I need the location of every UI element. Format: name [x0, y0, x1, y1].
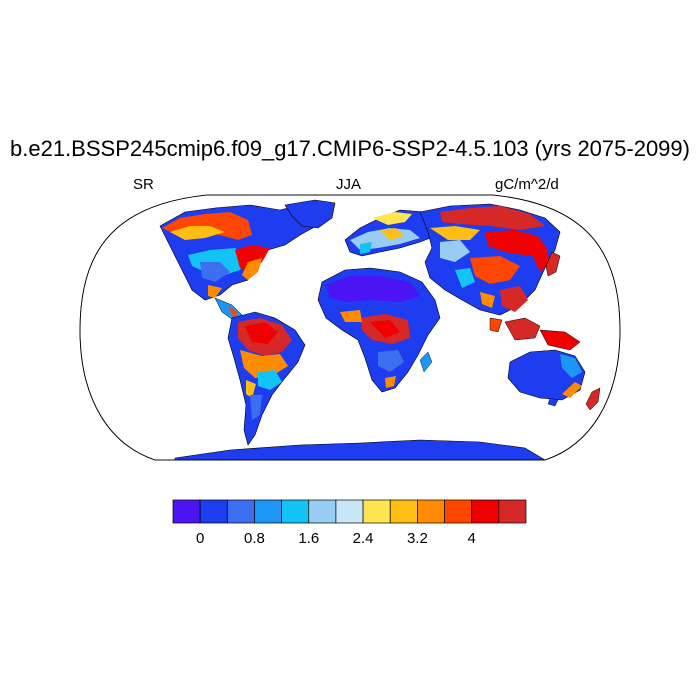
- globe-border: [79, 194, 621, 461]
- colorbar-swatch: [335, 499, 364, 524]
- asia: [419, 203, 561, 316]
- colorbar-tick-label: 2.4: [353, 530, 374, 547]
- europe: [344, 209, 441, 257]
- africa: [317, 267, 441, 393]
- colorbar-swatch: [199, 499, 228, 524]
- north-america: [159, 204, 321, 323]
- colorbar-swatch: [471, 499, 500, 524]
- colorbar-swatch: [498, 499, 527, 524]
- colorbar-swatch: [254, 499, 282, 524]
- colorbar-swatch: [362, 499, 391, 524]
- colorbar-tick-labels: 0 0.8 1.6 2.4 3.2 4: [196, 530, 476, 547]
- south-america: [227, 311, 306, 446]
- plot-title: b.e21.BSSP245cmip6.f09_g17.CMIP6-SSP2-4.…: [10, 136, 690, 161]
- colorbar-swatch: [172, 499, 201, 524]
- colorbar-tick-label: 0.8: [244, 530, 265, 547]
- colorbar-swatch: [226, 499, 255, 524]
- colorbar-swatch: [444, 499, 473, 524]
- new-zealand: [585, 387, 601, 411]
- colorbar-tick-label: 1.6: [298, 530, 319, 547]
- colorbar: [172, 499, 527, 524]
- colorbar-tick-label: 3.2: [407, 530, 428, 547]
- colorbar-tick-label: 0: [196, 530, 204, 547]
- japan: [545, 251, 561, 277]
- colorbar-swatch: [417, 499, 445, 524]
- colorbar-swatch: [389, 499, 418, 524]
- units-label: gC/m^2/d: [495, 176, 559, 193]
- maritime-southeast-asia: [489, 317, 581, 351]
- australia: [507, 349, 586, 407]
- season-label: JJA: [336, 176, 362, 193]
- colorbar-tick-label: 4: [468, 530, 476, 547]
- colorbar-swatch: [308, 499, 337, 524]
- antarctica: [174, 439, 547, 460]
- variable-label: SR: [133, 176, 154, 193]
- colorbar-swatch: [281, 499, 310, 524]
- greenland: [284, 199, 336, 229]
